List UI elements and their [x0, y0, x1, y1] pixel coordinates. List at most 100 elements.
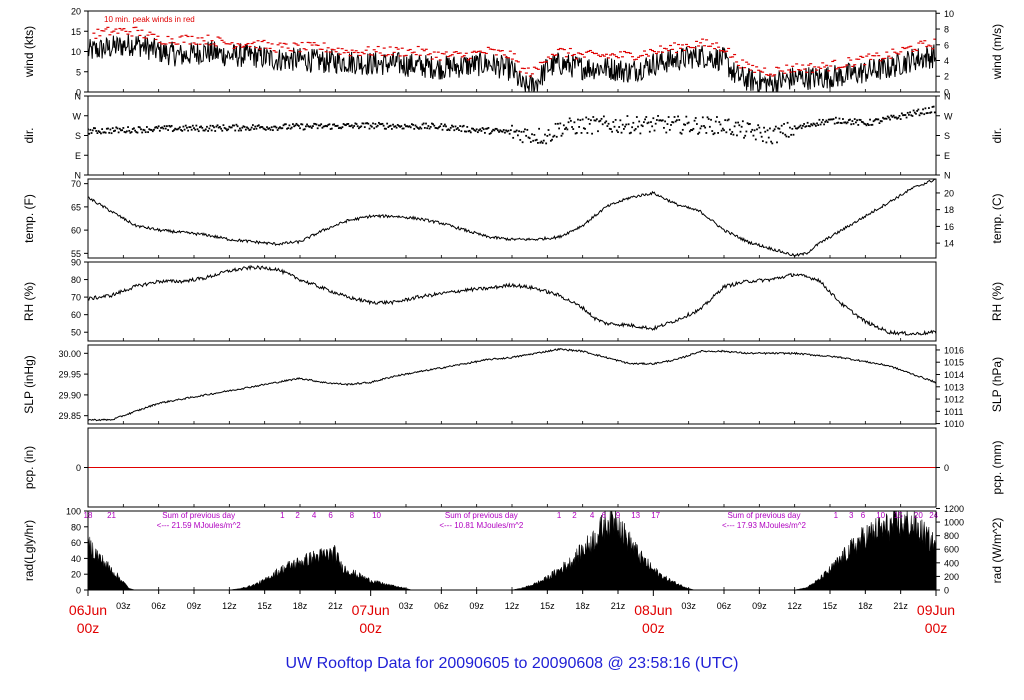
dir-point: [244, 128, 247, 131]
left-tick-label: 80: [71, 522, 81, 532]
rad-hour-label: 10: [372, 511, 381, 520]
right-tick-label: 0: [944, 463, 949, 473]
dir-point: [222, 124, 225, 127]
dir-point: [234, 129, 237, 132]
dir-point: [696, 123, 698, 125]
dir-point: [90, 132, 93, 134]
dir-point: [209, 124, 212, 127]
dir-point: [372, 122, 374, 125]
dir-point: [109, 128, 112, 131]
dir-point: [200, 125, 202, 128]
dir-point: [143, 129, 146, 132]
dir-point: [269, 128, 272, 131]
dir-point: [235, 123, 238, 126]
dir-point: [607, 122, 610, 125]
dir-point: [196, 128, 199, 131]
dir-point: [347, 123, 350, 125]
dir-point: [303, 128, 306, 131]
dir-point: [136, 131, 139, 134]
dir-point: [913, 111, 916, 114]
dir-point: [239, 127, 241, 130]
dir-point: [421, 123, 424, 126]
dir-point: [537, 142, 539, 144]
dir-point: [812, 122, 815, 125]
dir-point: [451, 124, 453, 127]
rad-hour-label: 10: [876, 511, 885, 520]
dir-point: [925, 112, 928, 115]
dir-point: [544, 133, 546, 136]
dir-point: [354, 122, 357, 125]
dir-point: [355, 123, 358, 125]
dir-point: [931, 106, 934, 108]
dir-point: [110, 132, 113, 135]
dir-point: [736, 134, 738, 137]
right-tick-label: 1012: [944, 395, 964, 405]
dir-point: [326, 125, 328, 128]
dir-point: [684, 123, 687, 126]
dir-point: [524, 128, 526, 131]
dir-point: [814, 124, 817, 127]
right-tick-label: 1000: [944, 518, 964, 528]
dir-point: [267, 128, 270, 130]
dir-point: [484, 131, 486, 134]
dir-point: [648, 130, 651, 133]
dir-point: [842, 118, 844, 120]
dir-point: [190, 128, 193, 131]
dir-point: [512, 136, 515, 139]
dir-point: [123, 131, 126, 133]
x-tick-label: 12z: [222, 601, 237, 611]
dir-point: [889, 118, 891, 121]
dir-point: [687, 121, 690, 124]
dir-point: [266, 126, 268, 129]
dir-point: [220, 127, 222, 130]
dir-point: [561, 132, 564, 135]
dir-point: [433, 124, 436, 127]
rad-hour-label: 9: [616, 511, 621, 520]
dir-point: [693, 119, 696, 122]
dir-point: [408, 125, 411, 128]
left-tick-label: 20: [71, 7, 81, 17]
dir-point: [818, 118, 821, 121]
right-tick-label: 800: [944, 531, 959, 541]
dir-point: [558, 127, 561, 130]
dir-point: [886, 115, 889, 118]
dir-point: [859, 119, 862, 121]
right-tick-label: 6: [944, 40, 949, 50]
dir-point: [208, 127, 211, 130]
right-tick-label: 0: [944, 88, 949, 98]
dir-point: [926, 112, 929, 114]
x-tick-label: 21z: [328, 601, 343, 611]
dir-point: [191, 124, 194, 127]
x-tick-label: 03z: [116, 601, 131, 611]
dir-point: [270, 126, 273, 129]
dir-point: [785, 135, 788, 138]
dir-point: [548, 133, 551, 136]
dir-point: [690, 129, 692, 131]
dir-point: [887, 116, 890, 119]
dir-point: [650, 121, 652, 123]
dir-point: [668, 128, 671, 131]
dir-point: [473, 129, 476, 131]
date-tick-day: 06Jun: [69, 602, 107, 618]
dir-point: [476, 131, 479, 134]
dir-point: [340, 127, 343, 130]
dir-point: [202, 129, 205, 132]
dir-point: [131, 128, 134, 130]
dir-point: [329, 128, 332, 130]
dir-point: [738, 124, 741, 127]
rad-hour-label: 2: [295, 511, 300, 520]
dir-point: [290, 126, 293, 129]
dir-point: [621, 123, 624, 126]
dir-point: [790, 133, 793, 136]
dir-point: [767, 136, 770, 139]
chart-title: UW Rooftop Data for 20090605 to 20090608…: [286, 655, 739, 672]
dir-point: [313, 122, 316, 125]
dir-point: [475, 128, 478, 131]
left-tick-label: 20: [71, 570, 81, 580]
dir-point: [308, 125, 311, 128]
dir-point: [480, 130, 483, 132]
left-tick-label: 65: [71, 202, 81, 212]
dir-point: [280, 127, 283, 130]
dir-point: [500, 130, 503, 133]
right-tick-label: 14: [944, 239, 954, 249]
